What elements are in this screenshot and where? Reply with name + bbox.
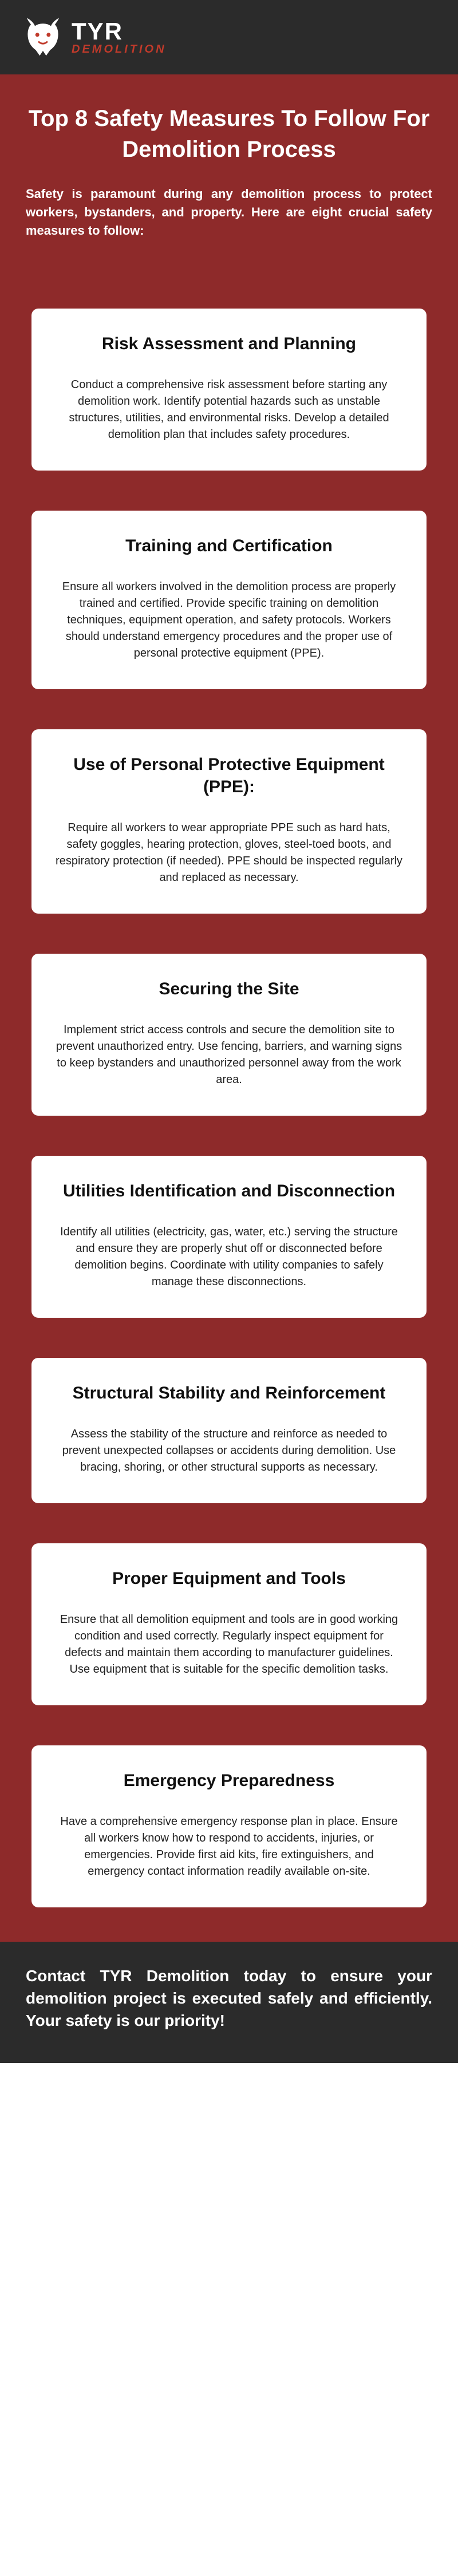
card-title: Securing the Site — [56, 978, 402, 1000]
card-structural: Structural Stability and Reinforcement A… — [31, 1358, 427, 1503]
card-body: Have a comprehensive emergency response … — [56, 1814, 402, 1880]
card-title: Risk Assessment and Planning — [56, 333, 402, 355]
card-title: Utilities Identification and Disconnecti… — [56, 1180, 402, 1202]
card-risk-assessment: Risk Assessment and Planning Conduct a c… — [31, 309, 427, 471]
footer-bar: Contact TYR Demolition today to ensure y… — [0, 1942, 458, 2064]
card-body: Identify all utilities (electricity, gas… — [56, 1224, 402, 1290]
card-ppe: Use of Personal Protective Equipment (PP… — [31, 729, 427, 914]
intro-text: Safety is paramount during any demolitio… — [0, 179, 458, 309]
cards-list: Risk Assessment and Planning Conduct a c… — [0, 309, 458, 1942]
infographic-container: TYR DEMOLITION Top 8 Safety Measures To … — [0, 0, 458, 2063]
card-title: Emergency Preparedness — [56, 1769, 402, 1792]
card-emergency: Emergency Preparedness Have a comprehens… — [31, 1745, 427, 1907]
logo: TYR DEMOLITION — [23, 17, 167, 57]
card-securing: Securing the Site Implement strict acces… — [31, 954, 427, 1116]
card-title: Proper Equipment and Tools — [56, 1567, 402, 1590]
card-body: Assess the stability of the structure an… — [56, 1426, 402, 1476]
card-title: Structural Stability and Reinforcement — [56, 1382, 402, 1404]
card-equipment: Proper Equipment and Tools Ensure that a… — [31, 1543, 427, 1705]
card-body: Conduct a comprehensive risk assessment … — [56, 377, 402, 443]
card-body: Implement strict access controls and sec… — [56, 1022, 402, 1088]
card-body: Ensure all workers involved in the demol… — [56, 579, 402, 662]
card-title: Use of Personal Protective Equipment (PP… — [56, 753, 402, 798]
card-body: Ensure that all demolition equipment and… — [56, 1611, 402, 1678]
card-title: Training and Certification — [56, 535, 402, 557]
card-body: Require all workers to wear appropriate … — [56, 820, 402, 886]
page-title: Top 8 Safety Measures To Follow For Demo… — [0, 74, 458, 179]
card-training: Training and Certification Ensure all wo… — [31, 511, 427, 689]
header-bar: TYR DEMOLITION — [0, 0, 458, 74]
logo-tyr: TYR — [72, 19, 167, 44]
logo-text: TYR DEMOLITION — [72, 19, 167, 55]
bull-head-icon — [23, 17, 63, 57]
card-utilities: Utilities Identification and Disconnecti… — [31, 1156, 427, 1318]
logo-demo: DEMOLITION — [72, 44, 167, 55]
footer-text: Contact TYR Demolition today to ensure y… — [26, 1965, 432, 2032]
